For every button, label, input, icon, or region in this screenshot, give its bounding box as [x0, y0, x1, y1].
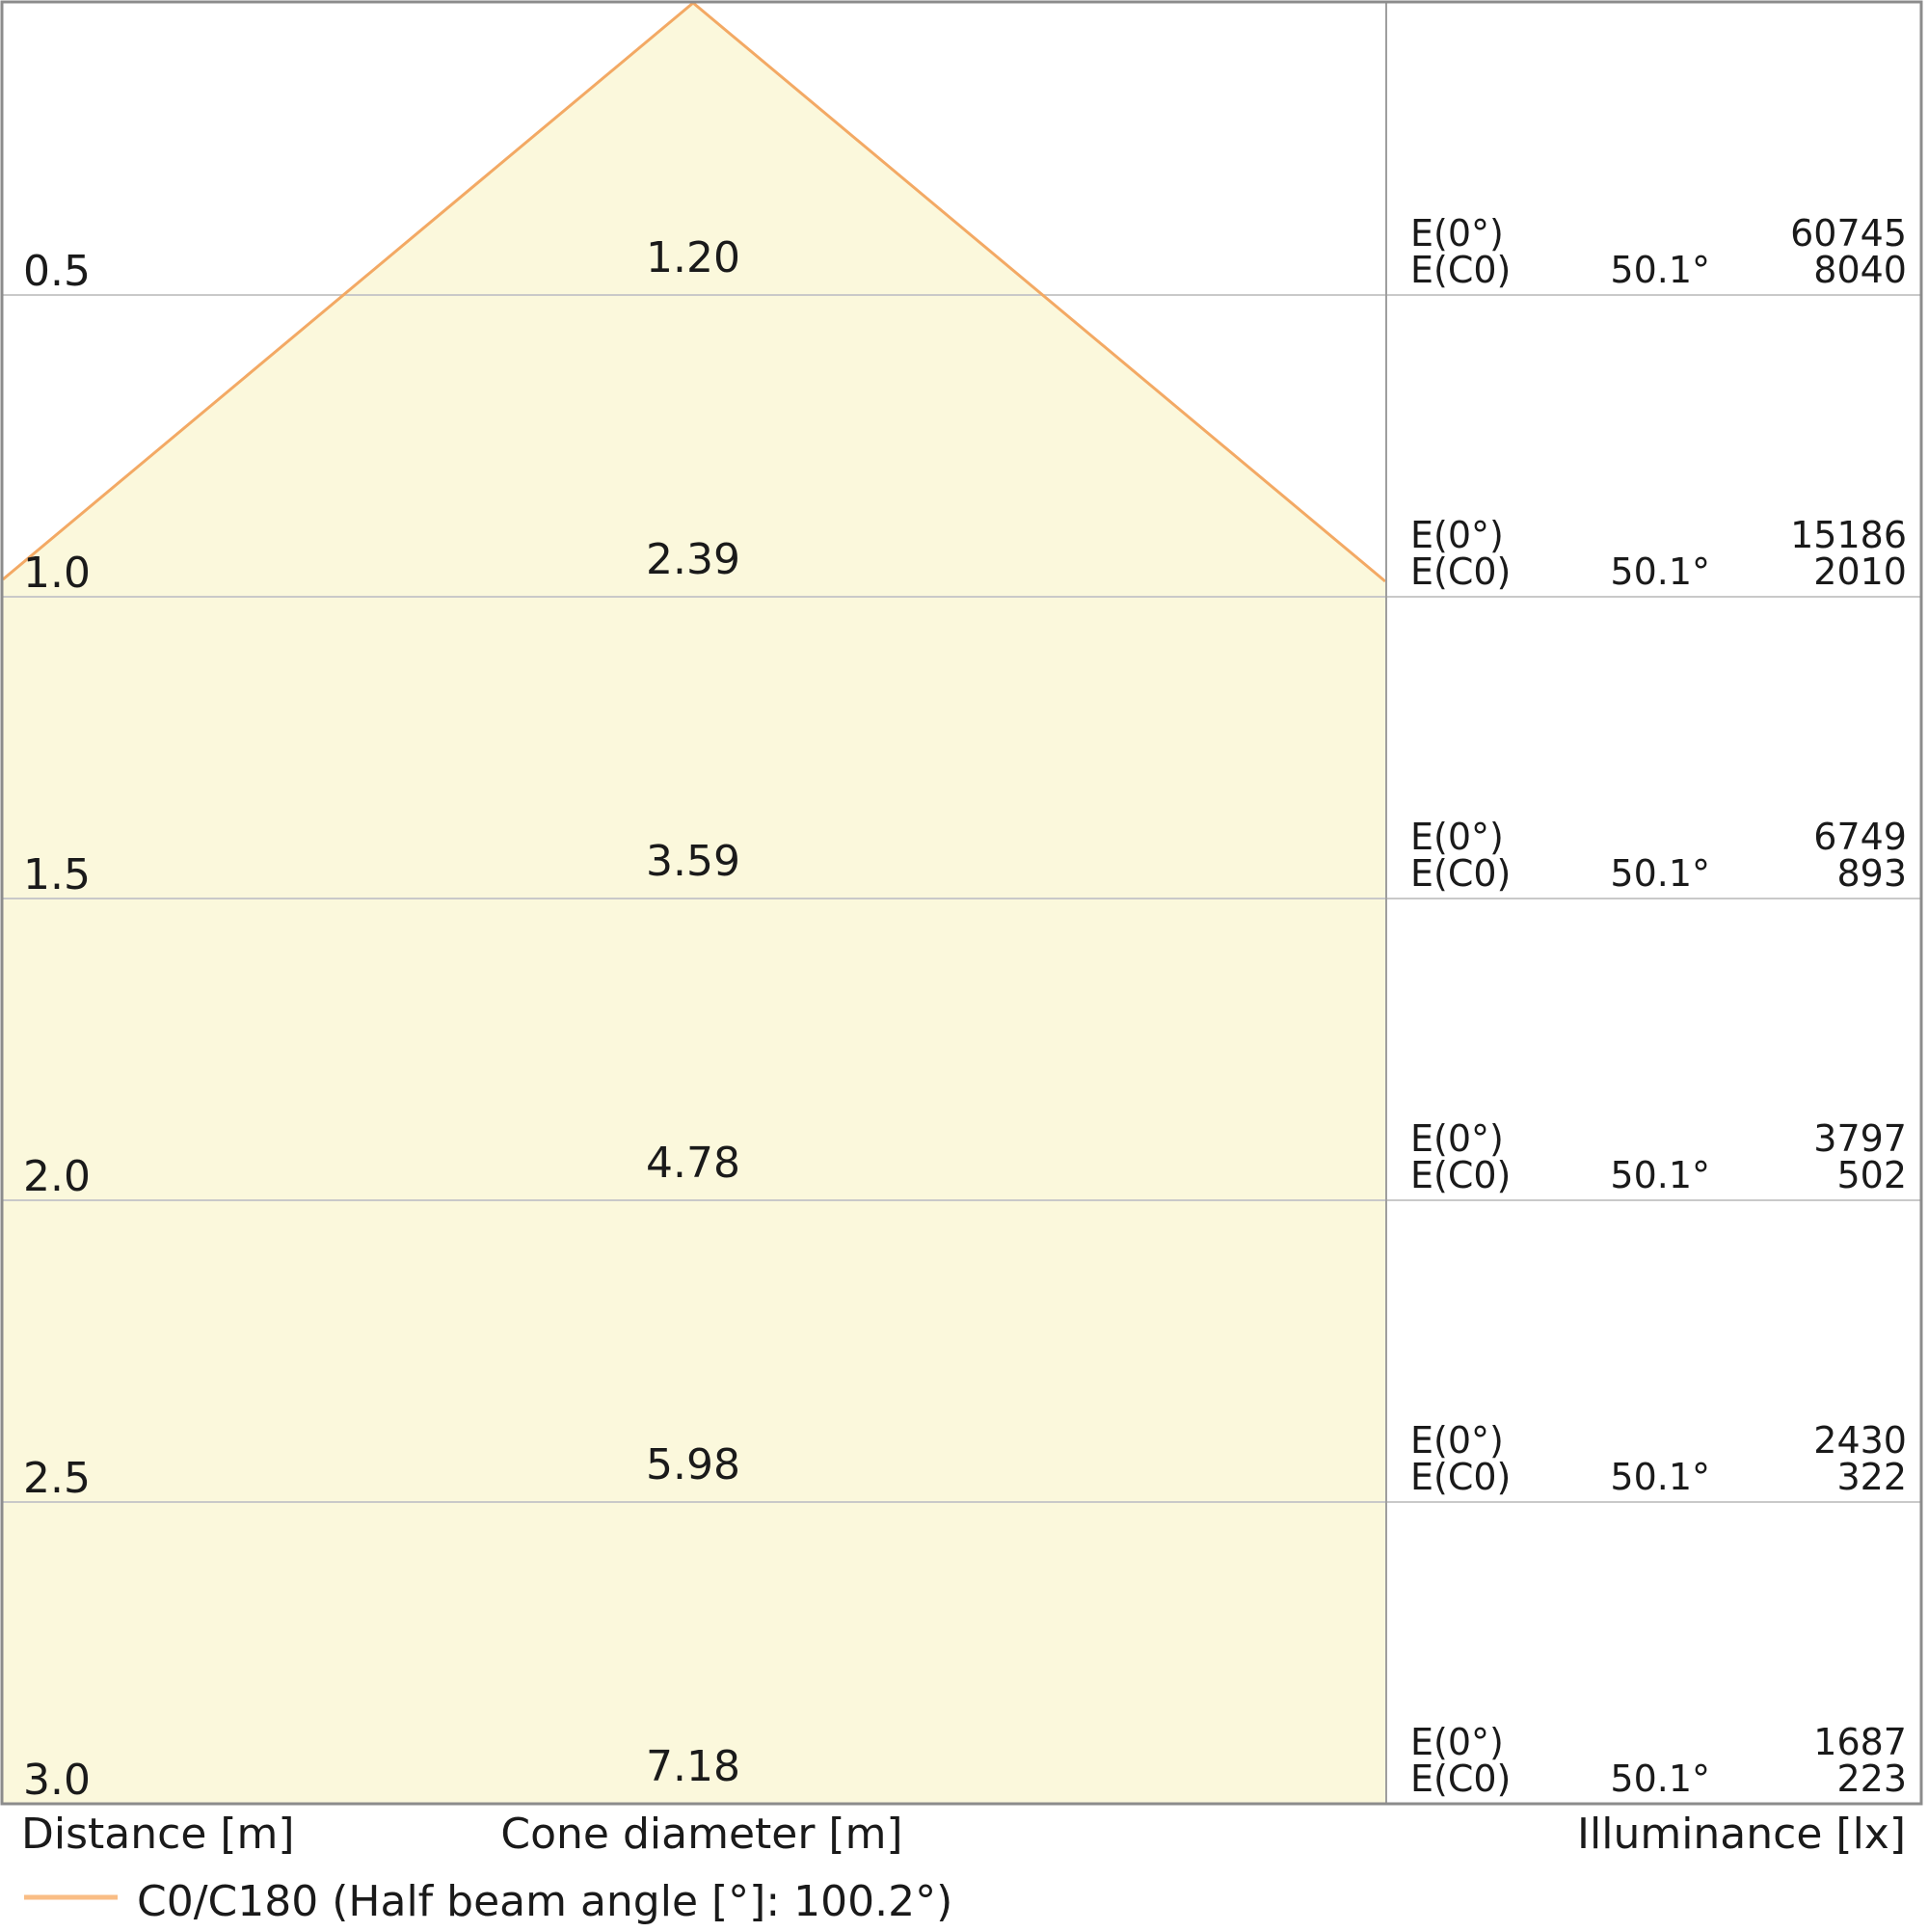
light-cone-fill [3, 3, 1385, 1803]
e0-label: E(0°) [1410, 1419, 1504, 1462]
e0-value: 3797 [1813, 1117, 1907, 1160]
cone-edge-left-line [2, 1, 694, 581]
e0-label: E(0°) [1410, 212, 1504, 255]
legend-label: C0/C180 (Half beam angle [°]: 100.2°) [137, 1877, 952, 1926]
half-angle-value: 50.1° [1610, 852, 1710, 895]
e0-value: 15186 [1790, 514, 1907, 556]
grid-lines [3, 294, 1920, 1503]
cone-edge-right-line [692, 1, 1386, 583]
half-angle-value: 50.1° [1610, 1154, 1710, 1196]
table-row: 0.5 1.20 E(0°) 60745 E(C0) 50.1° 8040 [23, 212, 1907, 296]
cone-diameter-label: 7.18 [646, 1742, 740, 1791]
distance-label: 2.0 [23, 1152, 91, 1201]
illuminance-axis-label: Illuminance [lx] [1577, 1810, 1906, 1859]
ec0-label: E(C0) [1410, 249, 1511, 291]
distance-label: 2.5 [23, 1454, 91, 1503]
ec0-label: E(C0) [1410, 550, 1511, 593]
e0-label: E(0°) [1410, 1721, 1504, 1763]
distance-label: 1.0 [23, 549, 91, 598]
cone-diameter-label: 5.98 [646, 1440, 740, 1489]
ec0-value: 223 [1836, 1758, 1907, 1800]
table-row: 1.5 3.59 E(0°) 6749 E(C0) 50.1° 893 [23, 816, 1907, 899]
e0-value: 1687 [1813, 1721, 1907, 1763]
ec0-value: 2010 [1813, 550, 1907, 593]
half-angle-value: 50.1° [1610, 1456, 1710, 1498]
distance-axis-label: Distance [m] [21, 1810, 295, 1859]
cone-diameter-label: 4.78 [646, 1139, 740, 1188]
table-row: 3.0 7.18 E(0°) 1687 E(C0) 50.1° 223 [23, 1721, 1907, 1805]
chart-border [0, 0, 1923, 1806]
e0-label: E(0°) [1410, 816, 1504, 858]
distance-label: 0.5 [23, 247, 91, 296]
e0-label: E(0°) [1410, 514, 1504, 556]
ec0-label: E(C0) [1410, 1456, 1511, 1498]
legend: C0/C180 (Half beam angle [°]: 100.2°) [24, 1877, 952, 1926]
cone-diameter-axis-label: Cone diameter [m] [500, 1810, 902, 1859]
e0-value: 2430 [1813, 1419, 1907, 1462]
ec0-value: 502 [1836, 1154, 1907, 1196]
half-angle-value: 50.1° [1610, 249, 1710, 291]
cone-diameter-label: 2.39 [646, 535, 740, 584]
distance-label: 1.5 [23, 850, 91, 899]
half-angle-value: 50.1° [1610, 550, 1710, 593]
cone-diameter-label: 3.59 [646, 837, 740, 886]
table-row: 2.5 5.98 E(0°) 2430 E(C0) 50.1° 322 [23, 1419, 1907, 1503]
e0-value: 60745 [1790, 212, 1907, 255]
ec0-label: E(C0) [1410, 1758, 1511, 1800]
cone-diameter-label: 1.20 [646, 233, 740, 282]
distance-label: 3.0 [23, 1756, 91, 1805]
table-row: 1.0 2.39 E(0°) 15186 E(C0) 50.1° 2010 [23, 514, 1907, 598]
ec0-label: E(C0) [1410, 1154, 1511, 1196]
ec0-value: 893 [1836, 852, 1907, 895]
e0-label: E(0°) [1410, 1117, 1504, 1160]
ec0-value: 8040 [1813, 249, 1907, 291]
ec0-value: 322 [1836, 1456, 1907, 1498]
table-row: 2.0 4.78 E(0°) 3797 E(C0) 50.1° 502 [23, 1117, 1907, 1201]
half-angle-value: 50.1° [1610, 1758, 1710, 1800]
ec0-label: E(C0) [1410, 852, 1511, 895]
e0-value: 6749 [1813, 816, 1907, 858]
